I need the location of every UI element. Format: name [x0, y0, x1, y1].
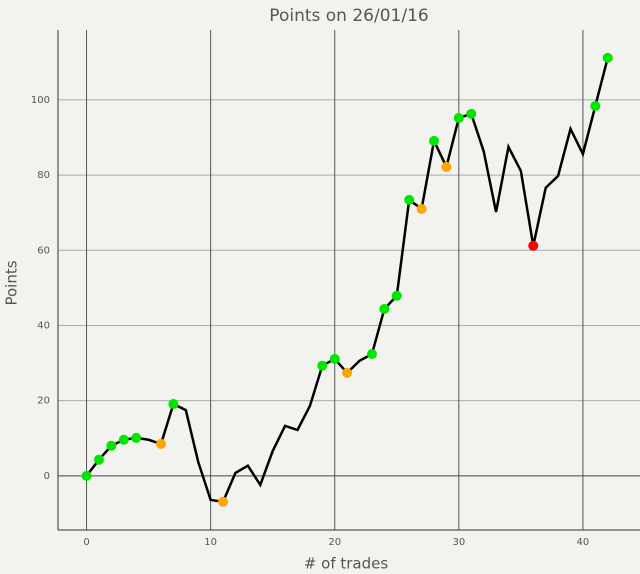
- y-tick-label: 0: [44, 471, 50, 482]
- marker: [168, 399, 179, 410]
- marker: [404, 194, 415, 205]
- y-tick-label: 40: [37, 320, 50, 331]
- marker: [317, 360, 328, 371]
- marker: [131, 432, 142, 443]
- x-tick-label: 20: [328, 537, 341, 548]
- y-axis-label: Points: [3, 260, 21, 305]
- y-tick-label: 100: [31, 95, 50, 106]
- marker: [218, 496, 229, 507]
- marker: [106, 440, 117, 451]
- marker: [441, 161, 452, 172]
- x-tick-label: 40: [577, 537, 590, 548]
- marker: [429, 135, 440, 146]
- marker: [379, 303, 390, 314]
- x-tick-label: 10: [204, 537, 217, 548]
- marker: [155, 438, 166, 449]
- marker: [602, 52, 613, 63]
- marker: [366, 349, 377, 360]
- marker: [391, 290, 402, 301]
- marker: [329, 353, 340, 364]
- x-axis-label: # of trades: [304, 555, 389, 573]
- marker: [416, 203, 427, 214]
- y-tick-label: 60: [37, 245, 50, 256]
- marker: [590, 100, 601, 111]
- marker: [453, 112, 464, 123]
- y-tick-label: 80: [37, 170, 50, 181]
- marker: [93, 454, 104, 465]
- chart-title: Points on 26/01/16: [269, 6, 428, 26]
- x-tick-label: 0: [83, 537, 89, 548]
- marker: [528, 240, 539, 251]
- marker: [466, 108, 477, 119]
- y-tick-label: 20: [37, 396, 50, 407]
- marker: [81, 470, 92, 481]
- x-tick-label: 30: [452, 537, 465, 548]
- marker: [118, 434, 129, 445]
- marker: [342, 367, 353, 378]
